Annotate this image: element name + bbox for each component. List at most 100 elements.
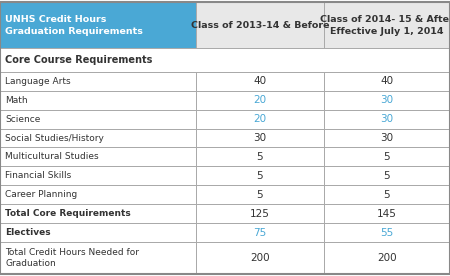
Bar [0, 147, 196, 166]
Bar [324, 205, 450, 223]
Bar [0, 205, 196, 223]
Text: 40: 40 [253, 76, 266, 86]
Bar [324, 110, 450, 129]
Bar [0, 223, 196, 242]
Bar [196, 147, 324, 166]
Bar [196, 2, 324, 48]
Bar [0, 205, 196, 223]
Bar [0, 185, 196, 205]
Bar [324, 205, 450, 223]
Text: 20: 20 [253, 114, 266, 124]
Bar [196, 242, 324, 274]
Bar [0, 147, 196, 166]
Bar [0, 242, 196, 274]
Bar [0, 166, 196, 185]
Bar [196, 147, 324, 166]
Bar [196, 223, 324, 242]
Text: 200: 200 [377, 253, 397, 263]
Bar [196, 185, 324, 205]
Bar [0, 48, 450, 71]
Text: Electives: Electives [5, 228, 50, 237]
Bar [0, 2, 196, 48]
Bar [196, 110, 324, 129]
Bar [196, 91, 324, 110]
Text: 40: 40 [380, 76, 394, 86]
Bar [324, 91, 450, 110]
Text: Total Core Requirements: Total Core Requirements [5, 209, 131, 218]
Bar [324, 166, 450, 185]
Text: 20: 20 [253, 95, 266, 105]
Bar [324, 91, 450, 110]
Bar [196, 242, 324, 274]
Bar [324, 71, 450, 91]
Bar [324, 147, 450, 166]
Bar [324, 129, 450, 147]
Text: Financial Skills: Financial Skills [5, 171, 71, 181]
Bar [196, 71, 324, 91]
Bar [324, 185, 450, 205]
Text: Class of 2013-14 & Before: Class of 2013-14 & Before [191, 21, 329, 30]
Bar [0, 91, 196, 110]
Bar [0, 48, 450, 71]
Bar [0, 110, 196, 129]
Bar [324, 147, 450, 166]
Bar [196, 129, 324, 147]
Text: 5: 5 [256, 152, 263, 162]
Text: 75: 75 [253, 228, 266, 238]
Bar [0, 71, 196, 91]
Bar [196, 185, 324, 205]
Bar [196, 110, 324, 129]
Bar [196, 205, 324, 223]
Bar [0, 242, 196, 274]
Text: 30: 30 [380, 133, 394, 143]
Bar [196, 205, 324, 223]
Bar [0, 185, 196, 205]
Text: 5: 5 [256, 171, 263, 181]
Bar [196, 166, 324, 185]
Bar [324, 110, 450, 129]
Text: Class of 2014- 15 & After
Effective July 1, 2014: Class of 2014- 15 & After Effective July… [320, 15, 450, 36]
Text: Total Credit Hours Needed for
Graduation: Total Credit Hours Needed for Graduation [5, 248, 139, 268]
Text: 55: 55 [380, 228, 394, 238]
Text: 30: 30 [253, 133, 266, 143]
Bar [0, 91, 196, 110]
Text: Multicultural Studies: Multicultural Studies [5, 152, 99, 161]
Bar [324, 2, 450, 48]
Text: Math: Math [5, 95, 27, 105]
Text: 5: 5 [256, 190, 263, 200]
Bar [324, 223, 450, 242]
Text: 145: 145 [377, 209, 397, 219]
Text: Social Studies/History: Social Studies/History [5, 134, 104, 142]
Bar [324, 71, 450, 91]
Bar [324, 242, 450, 274]
Bar [196, 2, 324, 48]
Bar [0, 166, 196, 185]
Text: 125: 125 [250, 209, 270, 219]
Bar [196, 166, 324, 185]
Bar [324, 242, 450, 274]
Bar [196, 91, 324, 110]
Bar [324, 2, 450, 48]
Bar [0, 2, 196, 48]
Text: 5: 5 [384, 190, 390, 200]
Bar [0, 129, 196, 147]
Text: 200: 200 [250, 253, 270, 263]
Text: Core Course Requirements: Core Course Requirements [5, 55, 153, 65]
Text: 30: 30 [380, 95, 394, 105]
Text: 5: 5 [384, 171, 390, 181]
Bar [0, 110, 196, 129]
Bar [0, 71, 196, 91]
Bar [324, 166, 450, 185]
Bar [0, 223, 196, 242]
Bar [324, 129, 450, 147]
Text: Career Planning: Career Planning [5, 190, 77, 200]
Bar [196, 223, 324, 242]
Text: Language Arts: Language Arts [5, 76, 71, 86]
Bar [196, 71, 324, 91]
Text: Science: Science [5, 115, 40, 124]
Text: UNHS Credit Hours
Graduation Requirements: UNHS Credit Hours Graduation Requirement… [5, 15, 143, 36]
Text: 5: 5 [384, 152, 390, 162]
Bar [0, 129, 196, 147]
Text: 30: 30 [380, 114, 394, 124]
Bar [196, 129, 324, 147]
